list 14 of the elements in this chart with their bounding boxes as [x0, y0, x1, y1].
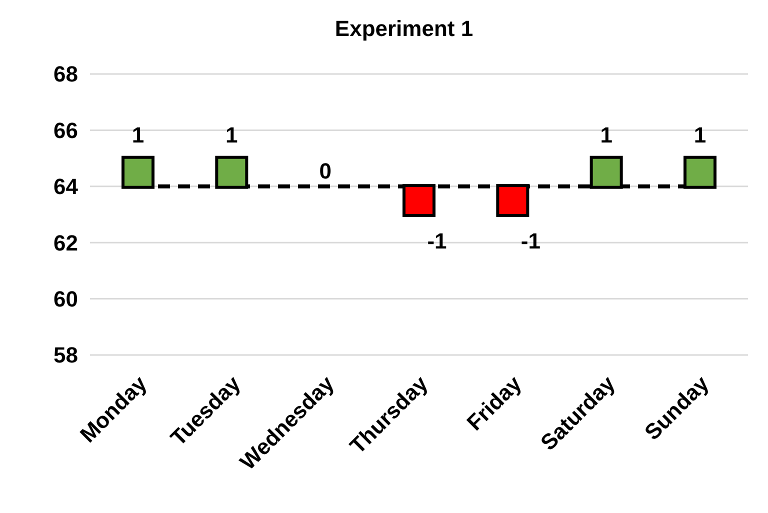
chart-title: Experiment 1: [334, 16, 474, 41]
annotation: -1: [427, 228, 447, 254]
y-tick-label: 68: [54, 62, 78, 87]
y-tick-label: 58: [54, 342, 78, 368]
annotation: 1: [694, 122, 706, 148]
annotation: 1: [600, 122, 612, 148]
annotation: 1: [132, 122, 144, 148]
y-tick-label: 60: [54, 286, 78, 312]
annotation: 1: [226, 122, 238, 148]
y-tick-label: 64: [54, 174, 79, 200]
y-tick-label: 66: [54, 118, 78, 143]
annotation: -1: [520, 228, 540, 254]
y-tick-label: 62: [54, 230, 78, 256]
annotation: 0: [319, 158, 332, 184]
